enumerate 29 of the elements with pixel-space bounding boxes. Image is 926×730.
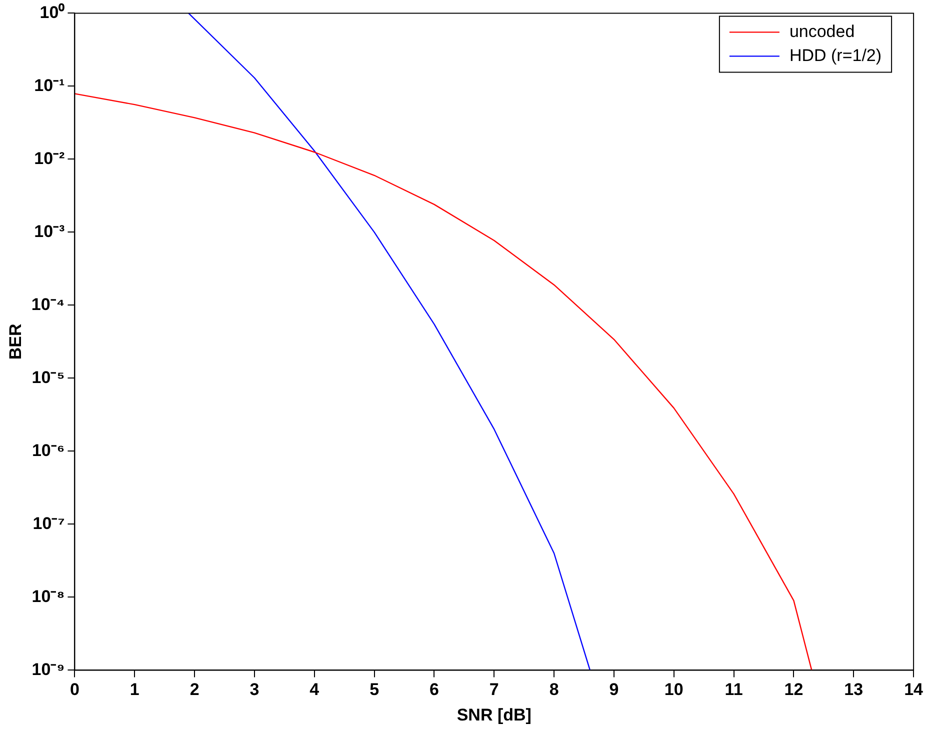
x-axis-title: SNR [dB] [456, 705, 532, 724]
x-tick-label: 7 [489, 680, 499, 700]
y-tick-label: 10⁻⁶ [32, 440, 65, 460]
legend-label: HDD (r=1/2) [789, 46, 882, 65]
y-tick-label: 10⁰ [40, 2, 65, 22]
x-tick-label: 6 [429, 680, 439, 700]
y-tick-label: 10⁻¹ [34, 76, 66, 95]
x-tick-label: 12 [784, 680, 804, 700]
y-axis-title: BER [6, 324, 25, 360]
y-tick-label: 10⁻² [34, 148, 66, 168]
y-tick-label: 10⁻⁹ [32, 660, 65, 679]
x-tick-label: 0 [70, 680, 80, 700]
y-tick-label: 10⁻⁷ [32, 514, 65, 533]
x-tick-label: 2 [190, 680, 200, 700]
y-tick-label: 10⁻³ [34, 222, 66, 241]
x-tick-label: 11 [724, 680, 743, 700]
x-tick-label: 4 [310, 680, 320, 700]
y-tick-label: 10⁻⁸ [32, 586, 65, 606]
x-tick-label: 5 [370, 680, 380, 700]
x-tick-label: 3 [250, 680, 260, 700]
y-tick-label: 10⁻⁴ [31, 294, 65, 314]
x-tick-label: 1 [130, 680, 140, 700]
x-tick-label: 9 [609, 680, 619, 700]
x-tick-label: 10 [664, 680, 684, 700]
legend-label: uncoded [789, 22, 855, 41]
x-tick-label: 8 [549, 680, 559, 700]
x-tick-label: 13 [844, 680, 864, 700]
x-tick-label: 14 [904, 680, 924, 700]
y-tick-label: 10⁻⁵ [32, 368, 65, 387]
